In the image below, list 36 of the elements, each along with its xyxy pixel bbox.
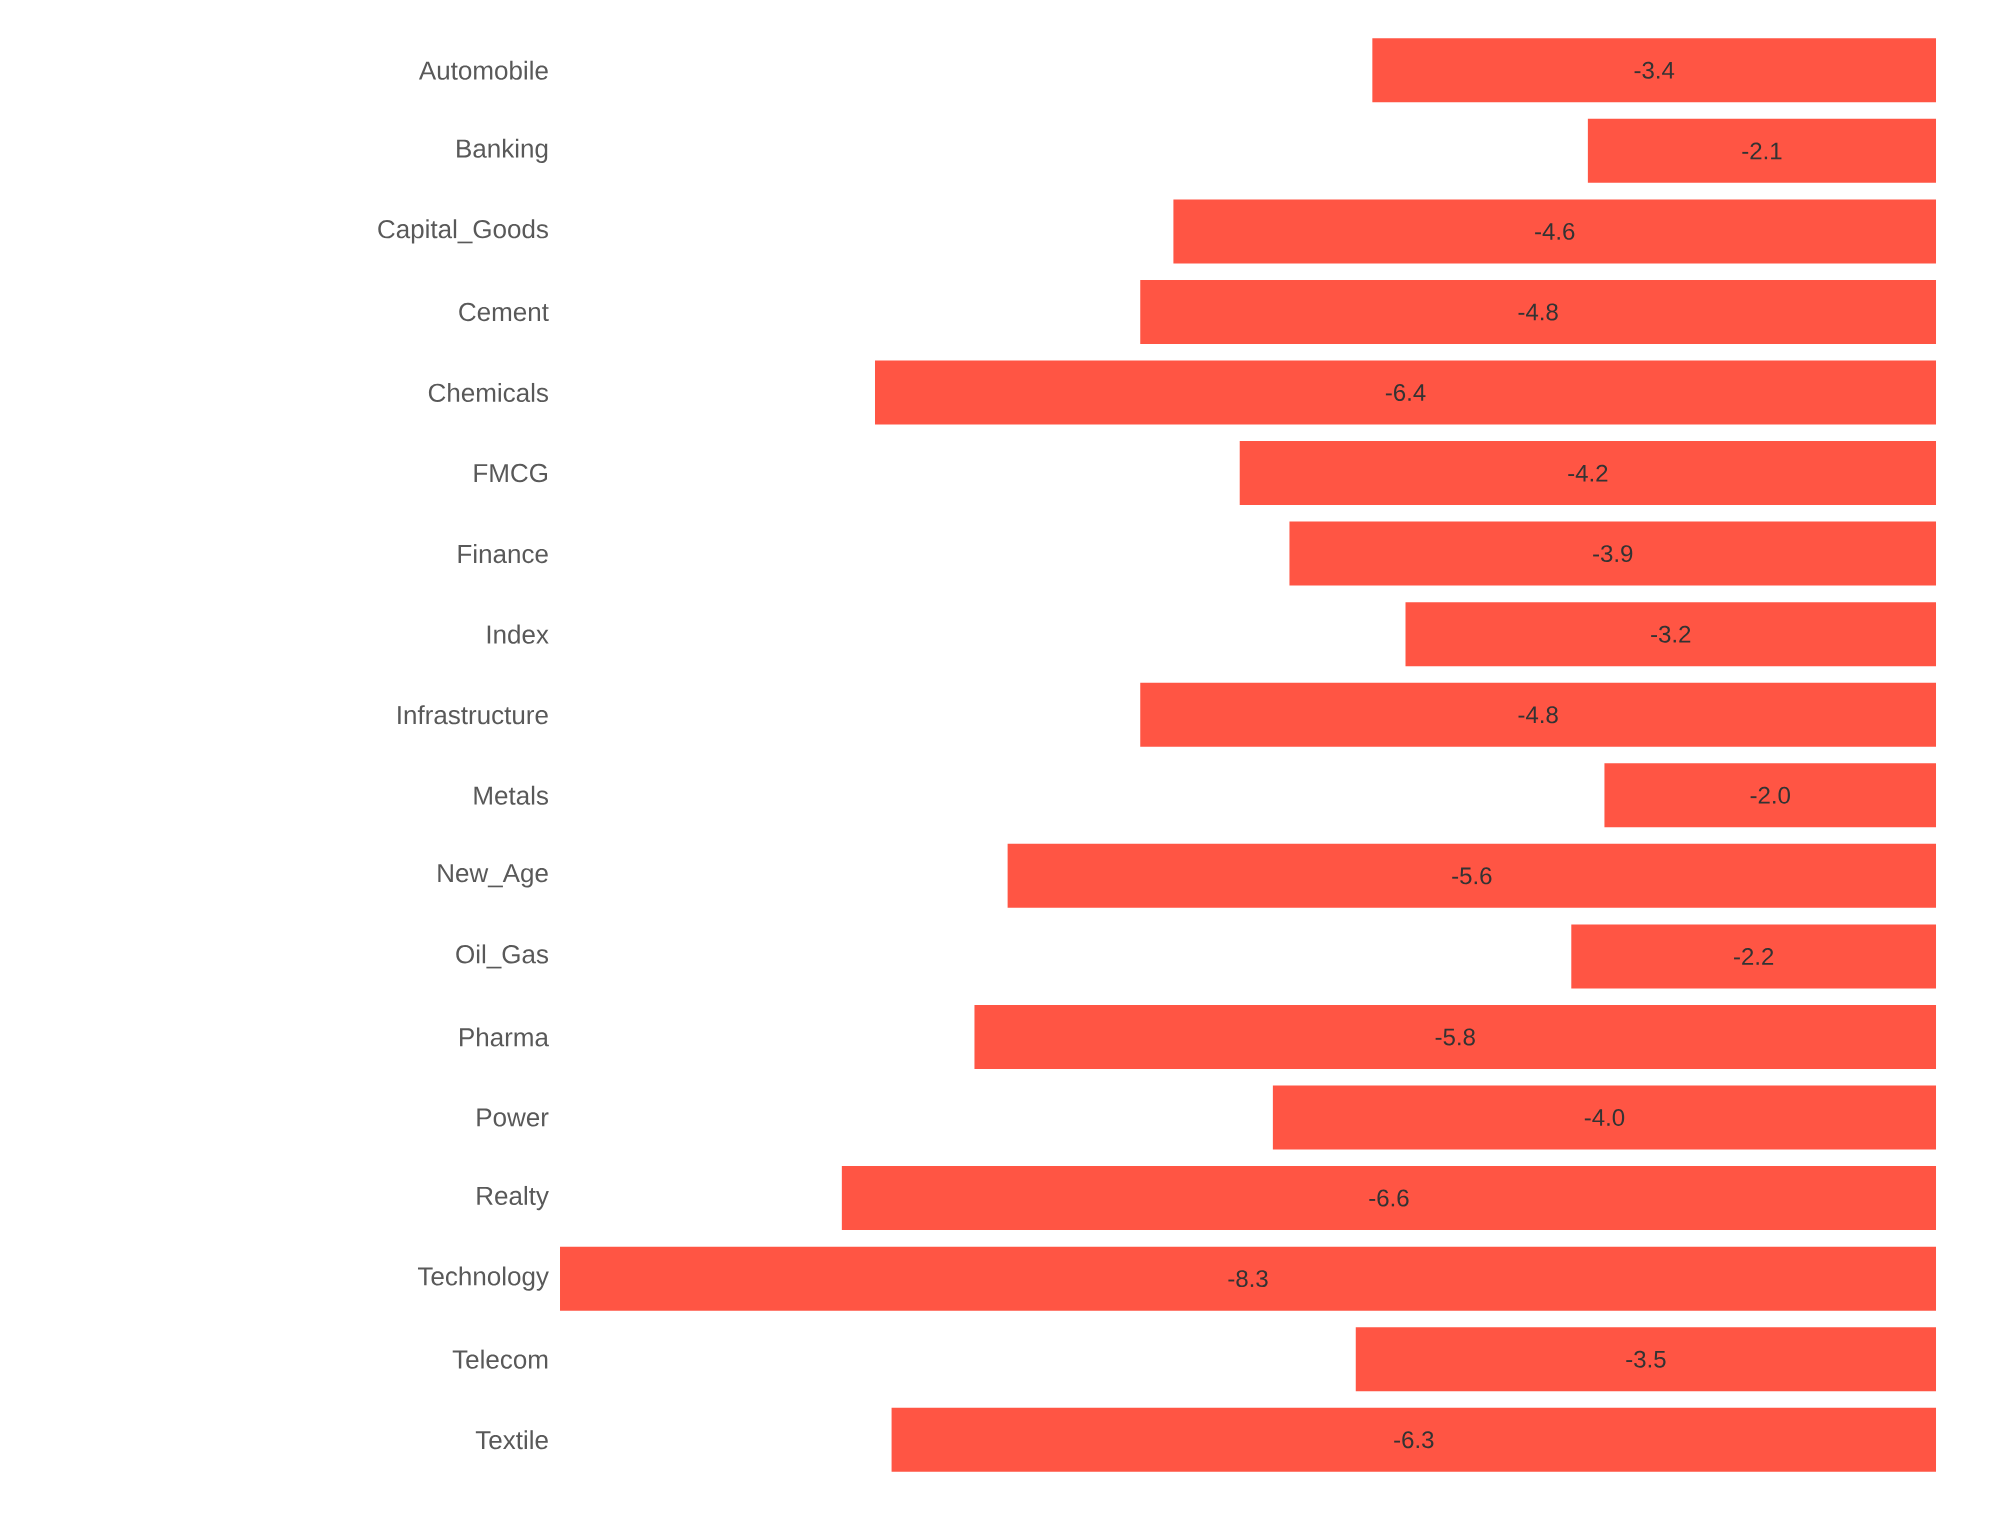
y-tick-label: Oil_Gas <box>456 944 549 969</box>
data-label: -3.4 <box>1634 61 1675 79</box>
y-tick-label: Pharma <box>460 1027 549 1047</box>
data-label: -5.6 <box>1452 867 1492 885</box>
data-label: -4.0 <box>1584 1109 1625 1126</box>
y-tick-label: Banking <box>457 138 548 163</box>
y-tick-label: Metals <box>474 785 549 805</box>
y-tick-label: FMCG <box>474 463 547 483</box>
data-label: -3.2 <box>1651 625 1691 643</box>
data-label: -6.4 <box>1385 384 1426 401</box>
y-tick-label: Automobile <box>418 60 548 80</box>
data-label: -6.3 <box>1394 1431 1434 1449</box>
data-label: -2.2 <box>1734 948 1774 965</box>
data-label: -2.0 <box>1750 786 1790 804</box>
y-tick-label: Infrastructure <box>398 705 548 725</box>
y-tick-label: Power <box>477 1108 549 1127</box>
y-tick-label: Textile <box>475 1430 548 1450</box>
data-label: -4.8 <box>1518 706 1558 724</box>
y-tick-label: Finance <box>458 544 548 564</box>
data-label: -4.8 <box>1518 303 1558 321</box>
y-tick-label: Cement <box>459 302 549 322</box>
y-tick-label: Index <box>487 624 549 644</box>
y-tick-label: Telecom <box>452 1349 548 1369</box>
data-label: -8.3 <box>1228 1270 1268 1288</box>
y-tick-label: Capital_Goods <box>378 219 548 244</box>
data-label: -6.6 <box>1369 1189 1409 1207</box>
data-label: -2.1 <box>1742 142 1782 160</box>
y-tick-label: New_Age <box>438 864 548 888</box>
data-label: -3.9 <box>1593 545 1633 563</box>
data-label: -4.2 <box>1568 464 1608 482</box>
y-tick-label: Chemicals <box>428 382 548 403</box>
data-label: -3.5 <box>1626 1350 1666 1368</box>
data-label: -5.8 <box>1435 1028 1475 1046</box>
data-label: -4.6 <box>1535 222 1575 240</box>
y-tick-label: Technology <box>418 1266 549 1291</box>
y-tick-label: Realty <box>477 1185 549 1211</box>
